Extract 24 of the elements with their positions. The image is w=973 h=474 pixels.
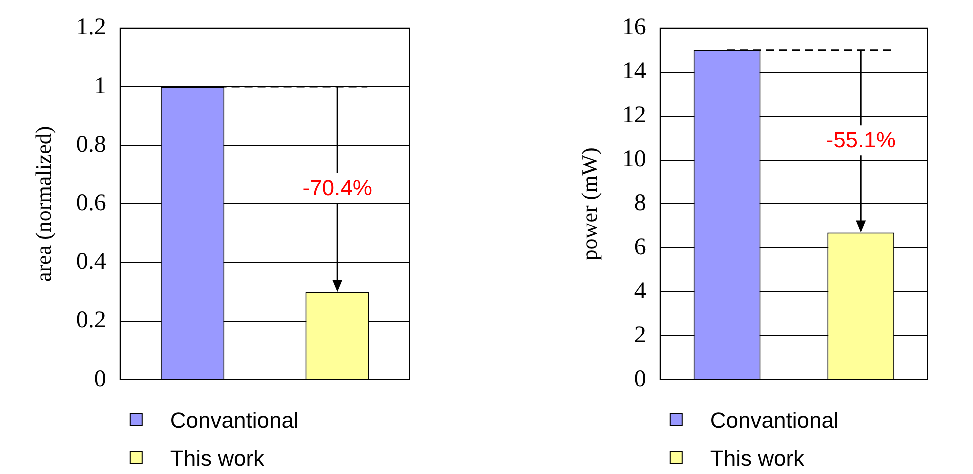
y-tick-label: 2 — [634, 322, 646, 348]
legend-label: This work — [710, 446, 806, 472]
y-tick-label: 16 — [622, 14, 646, 41]
y-axis-title: power (mW) — [576, 148, 602, 261]
y-tick-label: 0.4 — [76, 249, 106, 276]
y-tick-label: 6 — [634, 234, 646, 260]
legend-label: Convantional — [170, 408, 299, 434]
y-tick-label: 0 — [94, 366, 106, 392]
y-tick-label: 10 — [622, 146, 646, 173]
annotation: -55.1% — [826, 128, 896, 153]
y-tick-label: 0.6 — [76, 190, 106, 216]
annotation: -70.4% — [302, 176, 372, 201]
y-tick-label: 0 — [634, 366, 646, 392]
legend-label: Convantional — [710, 408, 839, 434]
y-tick-label: 14 — [622, 58, 646, 85]
y-tick-label: 0.2 — [76, 308, 106, 334]
y-tick-label: 12 — [622, 102, 646, 129]
y-tick-label: 8 — [634, 190, 646, 216]
y-tick-label: 4 — [634, 278, 646, 304]
y-tick-label: 0.8 — [76, 132, 106, 158]
y-axis-title: area (normalized) — [30, 126, 56, 282]
y-tick-label: 1.2 — [76, 14, 106, 41]
legend-label: This work — [170, 446, 266, 472]
y-tick-label: 1 — [94, 73, 106, 100]
